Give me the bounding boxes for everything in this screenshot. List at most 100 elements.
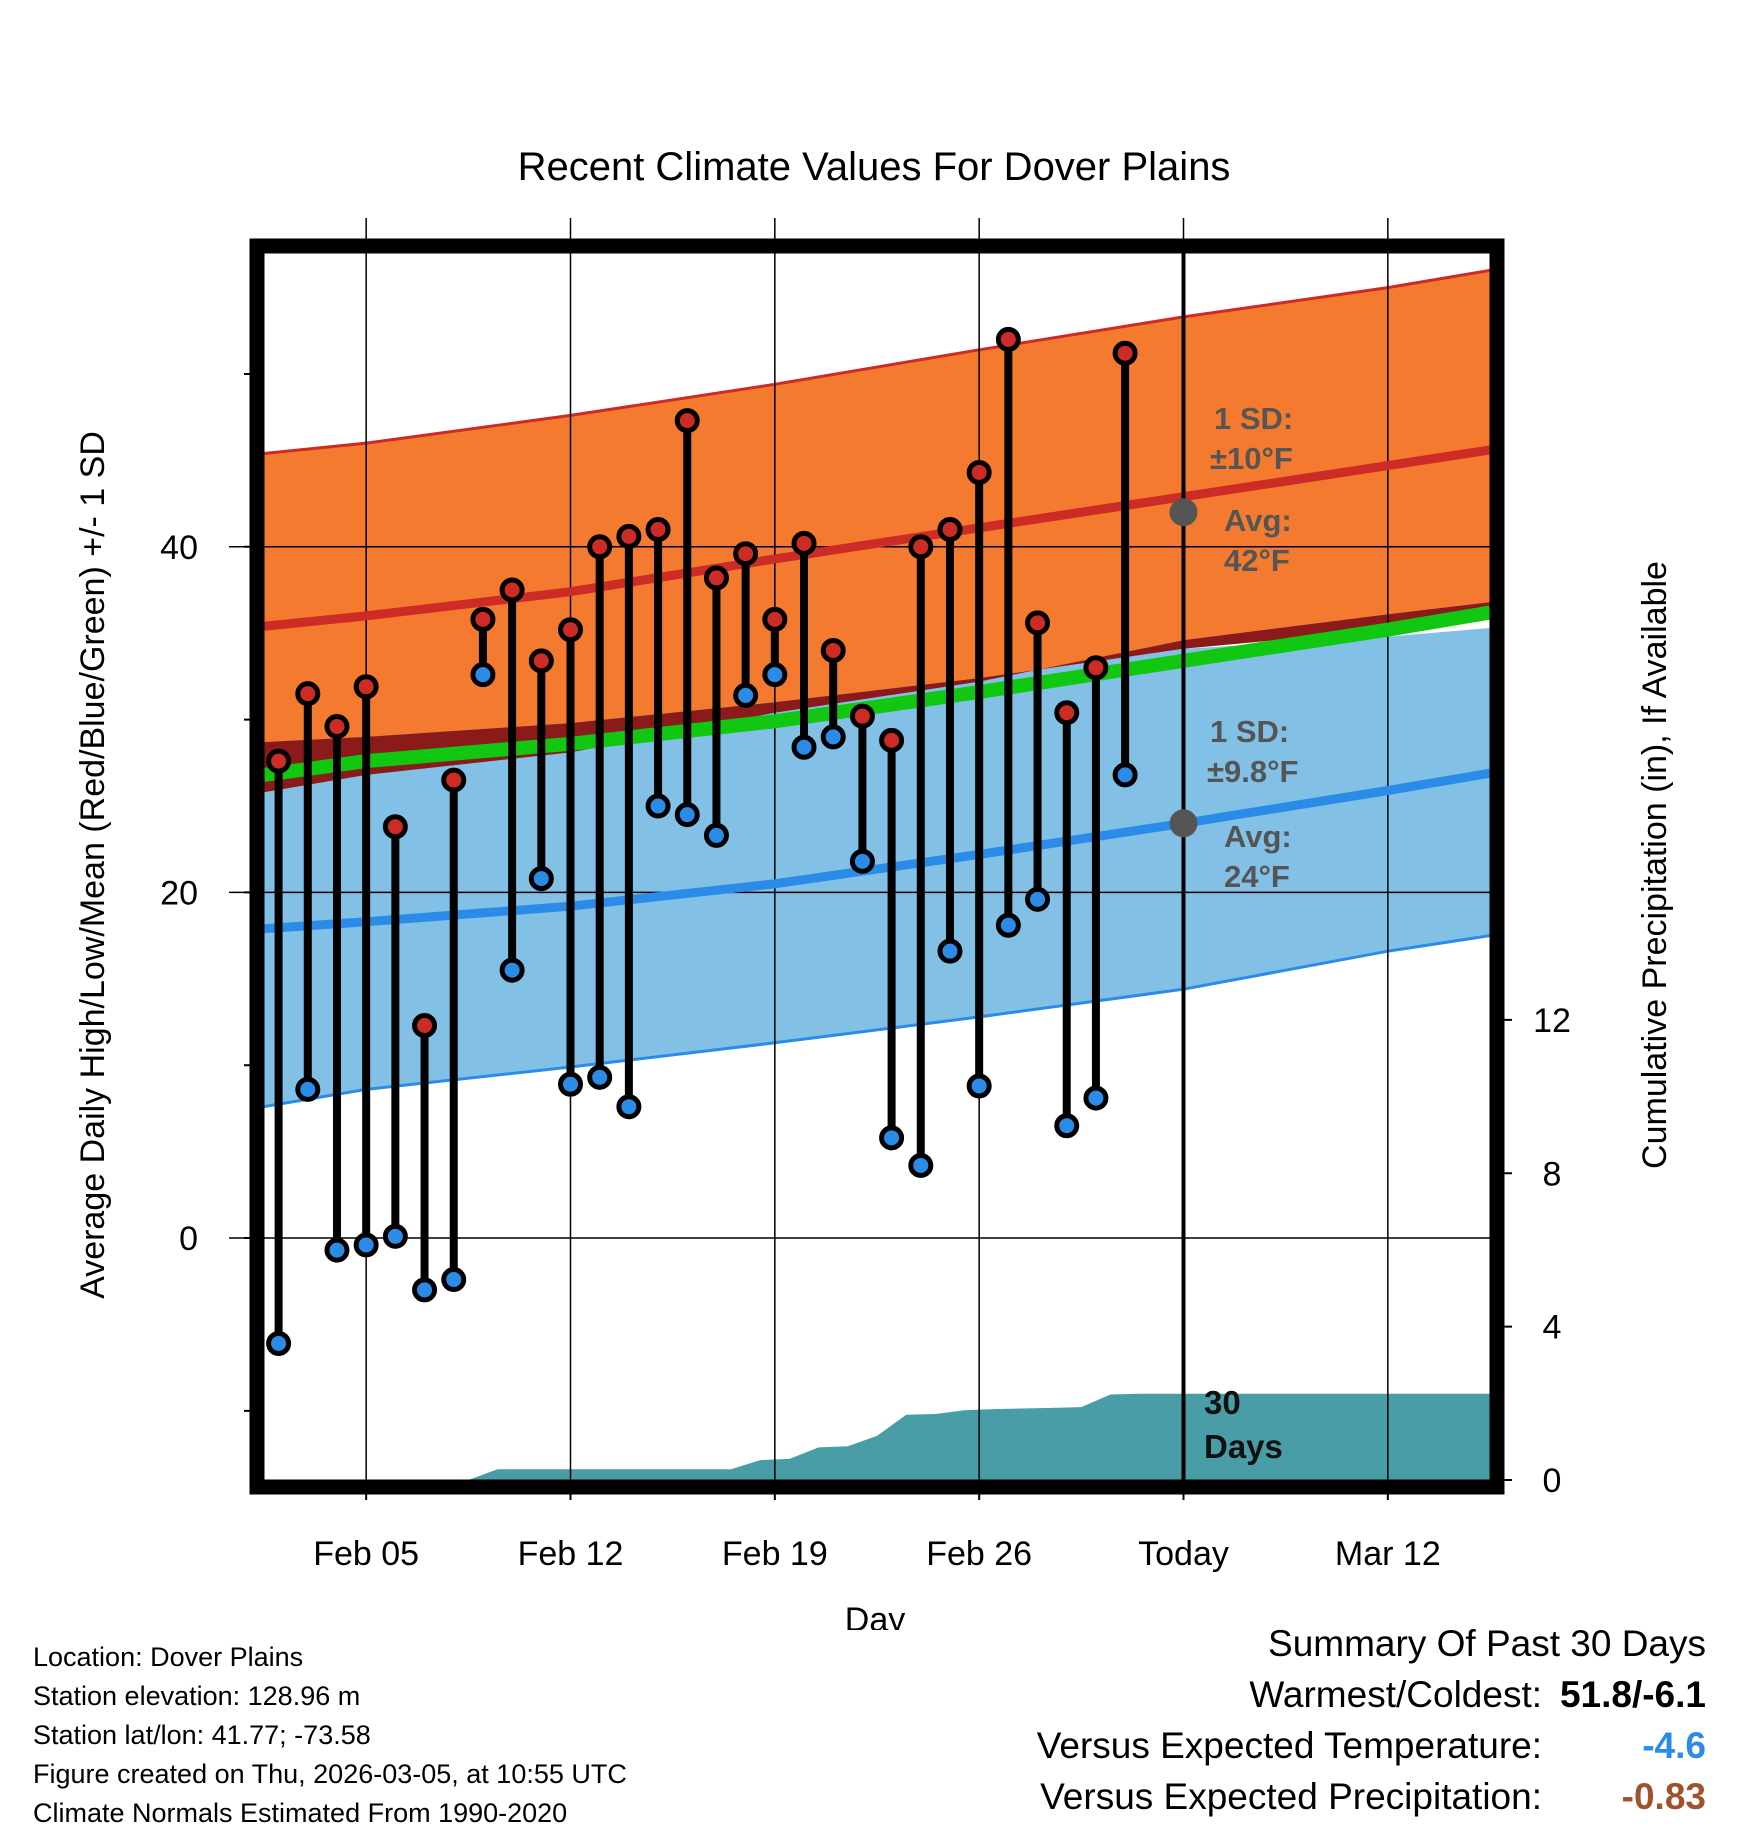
daily-high-point	[441, 767, 467, 793]
daily-low-point	[266, 1330, 292, 1356]
high-sd-value: ±10°F	[1210, 441, 1293, 476]
daily-low-point	[587, 1064, 613, 1090]
high-sd-label: 1 SD:	[1214, 401, 1293, 436]
climate-chart: Recent Climate Values For Dover Plains F…	[74, 145, 1674, 1630]
daily-high-point	[470, 606, 496, 632]
daily-low-point	[645, 793, 671, 819]
y-tick-label-left: 40	[160, 529, 198, 567]
summary-warmest-coldest: Warmest/Coldest: 51.8/-6.1	[1037, 1669, 1706, 1720]
info-latlon: Station lat/lon: 41.77; -73.58	[33, 1720, 371, 1750]
daily-high-point	[295, 681, 321, 707]
low-lower-edge	[264, 934, 1490, 1109]
high-avg-label: Avg:	[1224, 503, 1292, 538]
daily-low-point	[674, 802, 700, 828]
daily-low-point	[1025, 886, 1051, 912]
plot-frame	[249, 238, 1505, 1495]
daily-low-point	[791, 734, 817, 760]
daily-markers	[266, 326, 1138, 1356]
y-tick-label-right: 8	[1543, 1155, 1562, 1193]
daily-high-point	[937, 517, 963, 543]
daily-high-point	[1112, 340, 1138, 366]
daily-high-point	[791, 530, 817, 556]
high-annotation: 1 SD: ±10°F Avg: 42°F	[1210, 401, 1293, 578]
daily-low-point	[733, 682, 759, 708]
info-location: Location: Dover Plains	[33, 1642, 304, 1672]
daily-high-point	[616, 523, 642, 549]
warmest-coldest-value: 51.8/-6.1	[1559, 1674, 1706, 1715]
low-avg-today-dot	[1169, 809, 1198, 838]
daily-low-point	[616, 1094, 642, 1120]
days-count: 30	[1204, 1384, 1241, 1421]
normal-lines	[264, 445, 1490, 934]
daily-low-point	[1083, 1085, 1109, 1111]
daily-low-point	[470, 662, 496, 688]
high-avg-value: 42°F	[1224, 543, 1290, 578]
summary-temperature: Versus Expected Temperature: -4.6	[1037, 1720, 1706, 1771]
daily-low-point	[849, 848, 875, 874]
daily-low-point	[937, 938, 963, 964]
daily-low-point	[295, 1076, 321, 1102]
high-upper-edge	[264, 268, 1490, 455]
daily-high-point	[674, 408, 700, 434]
daily-low-point	[499, 957, 525, 983]
daily-high-point	[645, 517, 671, 543]
daily-low-point	[353, 1232, 379, 1258]
daily-low-point	[762, 662, 788, 688]
low-avg-line	[264, 768, 1490, 934]
temp-value: -4.6	[1642, 1725, 1706, 1766]
summary-precipitation: Versus Expected Precipitation: -0.83	[1037, 1771, 1706, 1822]
precip-label: Versus Expected Precipitation:	[1040, 1776, 1542, 1817]
x-tick-label: Feb 19	[722, 1535, 828, 1573]
daily-low-point	[703, 822, 729, 848]
info-created: Figure created on Thu, 2026-03-05, at 10…	[33, 1759, 627, 1789]
daily-low-point	[441, 1267, 467, 1293]
daily-low-point	[324, 1237, 350, 1263]
y-tick-label-right: 4	[1543, 1309, 1562, 1347]
daily-high-point	[995, 326, 1021, 352]
daily-high-point	[1054, 700, 1080, 726]
low-sd-label: 1 SD:	[1210, 714, 1289, 749]
daily-low-point	[820, 724, 846, 750]
precip-value: -0.83	[1621, 1776, 1706, 1817]
daily-high-point	[908, 534, 934, 560]
daily-high-point	[558, 617, 583, 643]
climate-bands	[264, 268, 1490, 1109]
y-tick-label-right: 0	[1543, 1462, 1562, 1500]
daily-low-point	[1054, 1113, 1080, 1139]
low-avg-value: 24°F	[1224, 859, 1290, 894]
low-annotation: 1 SD: ±9.8°F Avg: 24°F	[1207, 714, 1298, 894]
axis-ticks: Feb 05 Feb 12 Feb 19 Feb 26 Today Mar 1202040…	[160, 372, 1571, 1573]
daily-high-point	[762, 606, 788, 632]
x-axis-title: Day	[845, 1601, 905, 1630]
daily-high-point	[499, 577, 525, 603]
x-tick-label: Mar 12	[1335, 1535, 1441, 1573]
high-avg-today-dot	[1169, 498, 1198, 527]
daily-low-point	[382, 1223, 408, 1249]
daily-low-point	[879, 1125, 905, 1151]
daily-high-point	[849, 703, 875, 729]
daily-high-point	[1083, 655, 1109, 681]
daily-high-point	[733, 541, 759, 567]
daily-high-point	[412, 1012, 438, 1038]
daily-low-point	[908, 1152, 934, 1178]
daily-high-point	[528, 648, 554, 674]
y-tick-label-left: 0	[179, 1220, 198, 1258]
y-tick-label-right: 12	[1533, 1002, 1571, 1040]
daily-high-point	[879, 727, 905, 753]
daily-low-point	[1112, 762, 1138, 788]
daily-high-point	[820, 637, 846, 663]
x-tick-label: Feb 12	[518, 1535, 624, 1573]
precipitation-area	[264, 1393, 1490, 1480]
daily-stems	[274, 339, 1130, 1344]
y-axis-title-left: Average Daily High/Low/Mean (Red/Blue/Gr…	[74, 431, 112, 1299]
summary-heading: Summary Of Past 30 Days	[1268, 1623, 1706, 1664]
daily-low-point	[995, 912, 1021, 938]
daily-high-point	[382, 814, 408, 840]
daily-high-point	[703, 565, 729, 591]
daily-high-point	[266, 748, 292, 774]
daily-high-point	[966, 459, 992, 485]
days-annotation: 30 Days	[1204, 1384, 1283, 1465]
daily-high-point	[1025, 610, 1051, 636]
daily-high-point	[324, 714, 350, 740]
daily-low-point	[966, 1073, 992, 1099]
